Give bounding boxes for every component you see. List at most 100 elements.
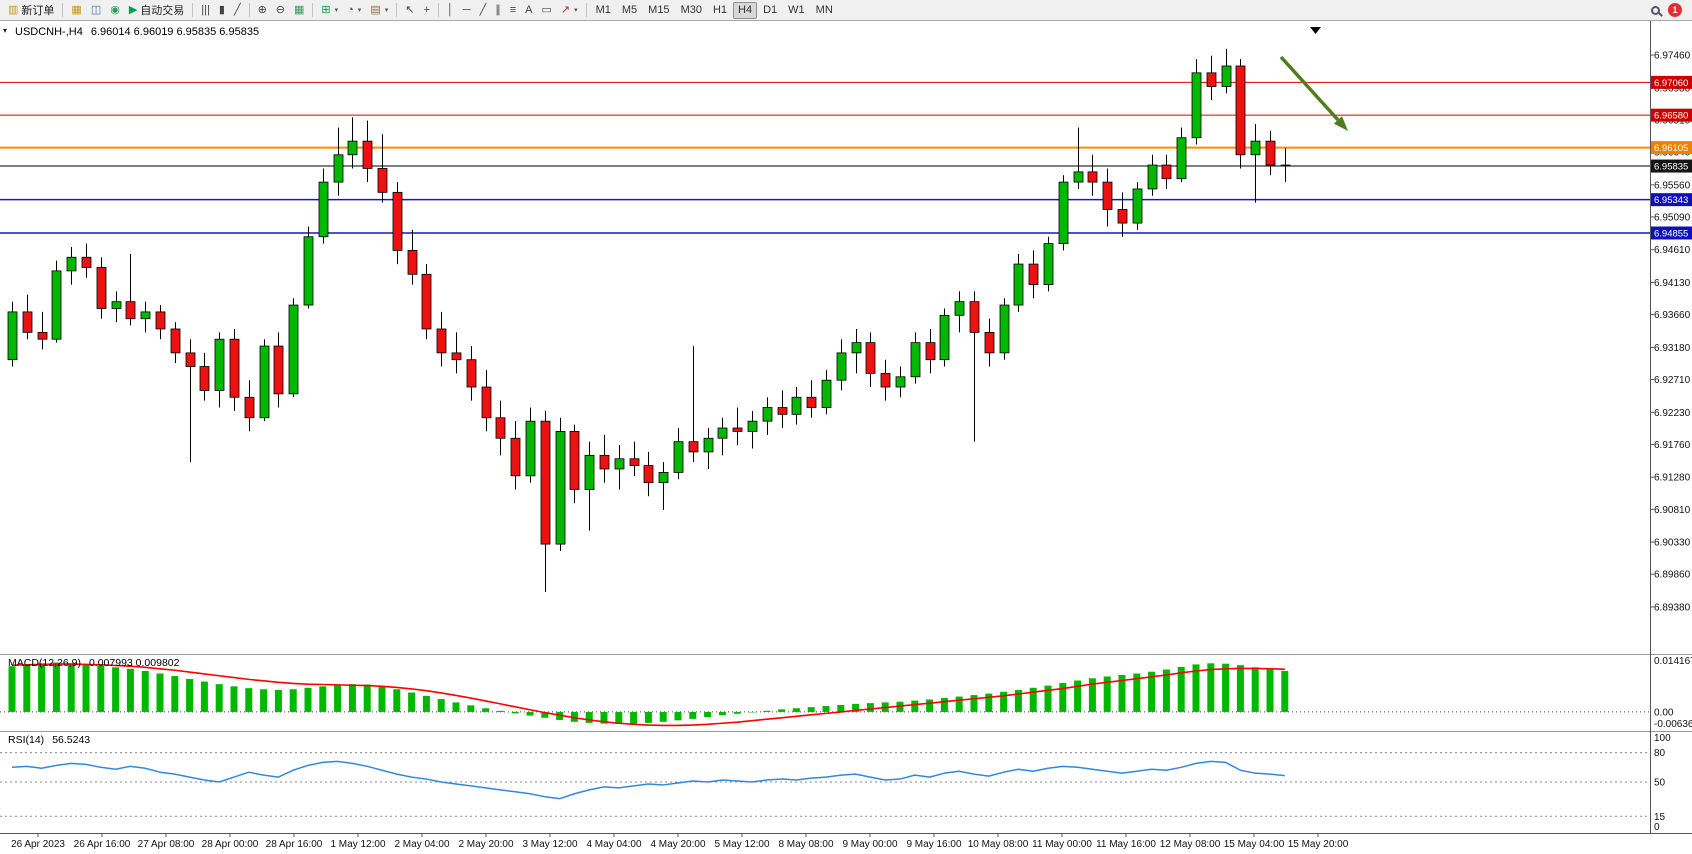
price-tick-label: 6.92230: [1654, 408, 1691, 419]
line-chart-button[interactable]: ╱: [230, 2, 245, 19]
time-label: 9 May 16:00: [906, 839, 961, 850]
text-button[interactable]: A: [521, 2, 536, 19]
trendline-button[interactable]: ╱: [476, 2, 491, 19]
tf-m5-button[interactable]: M5: [617, 2, 642, 19]
price-badge-label: 6.95835: [1654, 162, 1688, 173]
macd-bar: [245, 688, 253, 712]
candle-body: [895, 376, 906, 388]
candle-body: [140, 311, 151, 320]
autotrade-button[interactable]: ▶ 自动交易: [125, 2, 188, 19]
dropdown-arrow-icon[interactable]: ▾: [384, 7, 389, 14]
macd-bar: [393, 689, 401, 712]
profiles-button[interactable]: ◫: [87, 2, 105, 19]
macd-bar: [926, 699, 934, 712]
candle-body: [170, 328, 181, 354]
candle-body: [999, 304, 1010, 354]
macd-bar: [437, 699, 445, 712]
tf-w1-button[interactable]: W1: [783, 2, 810, 19]
tf-m30-button-label: M30: [680, 4, 702, 16]
tf-m30-button[interactable]: M30: [676, 2, 707, 19]
macd-bar: [319, 686, 327, 712]
trendline-icon: ╱: [479, 3, 487, 16]
arrows-button[interactable]: ↗ ▾: [557, 2, 582, 19]
symbol-period-label: USDCNH-,H4: [15, 26, 83, 38]
tf-h1-button[interactable]: H1: [708, 2, 732, 19]
cursor-button[interactable]: ↖: [401, 2, 418, 19]
macd-bar: [52, 662, 60, 712]
dropdown-arrow-icon[interactable]: ▾: [574, 7, 578, 14]
macd-bar: [126, 668, 134, 712]
candle-body: [1102, 181, 1113, 210]
macd-bar: [1088, 678, 1096, 712]
macd-bar: [23, 664, 31, 712]
macd-bar: [82, 664, 90, 712]
candle-body: [880, 372, 891, 388]
tf-m1-button[interactable]: M1: [591, 2, 616, 19]
candle-body: [1058, 181, 1069, 244]
expand-marker-icon[interactable]: ▾: [3, 26, 8, 35]
fibonacci-icon: ≡: [509, 3, 517, 16]
trend-arrow-head[interactable]: [1333, 116, 1348, 131]
shift-end-marker-icon[interactable]: [1310, 27, 1321, 34]
dropdown-arrow-icon[interactable]: ▾: [357, 7, 362, 14]
tf-m15-button[interactable]: M15: [643, 2, 674, 19]
macd-bar: [644, 711, 652, 723]
candle-body: [495, 417, 506, 439]
macd-bar: [585, 711, 593, 723]
macd-bar: [1207, 663, 1215, 712]
periods-button[interactable]: ◔ ▾: [343, 2, 365, 19]
tf-d1-button[interactable]: D1: [758, 2, 782, 19]
macd-bar: [482, 708, 490, 712]
candle-body: [925, 342, 936, 361]
charts-button[interactable]: ▦: [67, 2, 85, 19]
zoom-in-button[interactable]: ⊕: [254, 2, 271, 19]
toolbar-separator: [437, 3, 439, 17]
tile-windows-button[interactable]: ▦: [290, 2, 308, 19]
new-order-button[interactable]: ▥ 新订单: [4, 2, 58, 19]
candle-body: [96, 267, 107, 309]
candle-body: [7, 311, 18, 361]
channel-icon: ∥: [495, 3, 501, 16]
rsi-title: RSI(14) 56.5243: [8, 734, 90, 746]
candle-body: [1043, 243, 1054, 285]
time-label: 28 Apr 00:00: [202, 839, 259, 850]
search-icon[interactable]: [1651, 5, 1660, 15]
horizontal-line-button[interactable]: ─: [459, 2, 475, 19]
tf-d1-button-label: D1: [763, 4, 778, 16]
macd-bar: [1059, 683, 1067, 712]
candle-body: [1250, 140, 1261, 156]
vertical-line-button[interactable]: │: [443, 2, 458, 19]
tf-mn-button[interactable]: MN: [811, 2, 838, 19]
periods-icon: ◔: [347, 3, 354, 16]
dropdown-arrow-icon[interactable]: ▾: [334, 7, 339, 14]
candlestick-chart-button[interactable]: ▮: [215, 2, 229, 19]
price-tick-label: 6.97460: [1654, 51, 1691, 62]
macd-bar: [970, 695, 978, 712]
crosshair-button[interactable]: +: [419, 2, 433, 19]
candle-body: [377, 168, 388, 193]
trend-arrow-line[interactable]: [1279, 55, 1340, 122]
macd-bar: [186, 679, 194, 712]
fibonacci-button[interactable]: ≡: [506, 2, 520, 19]
price-badge-label: 6.97060: [1654, 78, 1688, 89]
macd-bar: [363, 684, 371, 712]
market-watch-button[interactable]: ◉: [106, 2, 124, 19]
label-button[interactable]: ▭: [537, 2, 555, 19]
macd-bar: [452, 702, 460, 712]
bar-chart-button[interactable]: |||: [197, 2, 214, 19]
macd-axis-label: 0.014167: [1654, 656, 1692, 667]
price-tick-label: 6.91280: [1654, 473, 1691, 484]
tf-h4-button[interactable]: H4: [733, 1, 758, 19]
time-label: 28 Apr 16:00: [266, 839, 323, 850]
market-watch-icon: ◉: [110, 3, 120, 16]
channel-button[interactable]: ∥: [491, 2, 505, 19]
toolbar-items: ▥ 新订单 ▦ ◫ ◉ ▶ 自动交易 ||| ▮ ╱ ⊕ ⊖ ▦ ⊞ ▾ ◔ ▾ ▤ ▾ ↖ + │ ─ ╱ ∥ ≡ A ▭ ↗ ▾ M1 M…: [4, 1, 1651, 19]
price-badge: [1651, 193, 1692, 207]
candle-body: [732, 427, 743, 432]
indicators-button[interactable]: ⊞ ▾: [317, 2, 342, 19]
notification-badge[interactable]: 1: [1668, 3, 1682, 17]
candle-body: [362, 140, 373, 169]
zoom-out-button[interactable]: ⊖: [272, 2, 289, 19]
templates-button[interactable]: ▤ ▾: [366, 2, 392, 19]
